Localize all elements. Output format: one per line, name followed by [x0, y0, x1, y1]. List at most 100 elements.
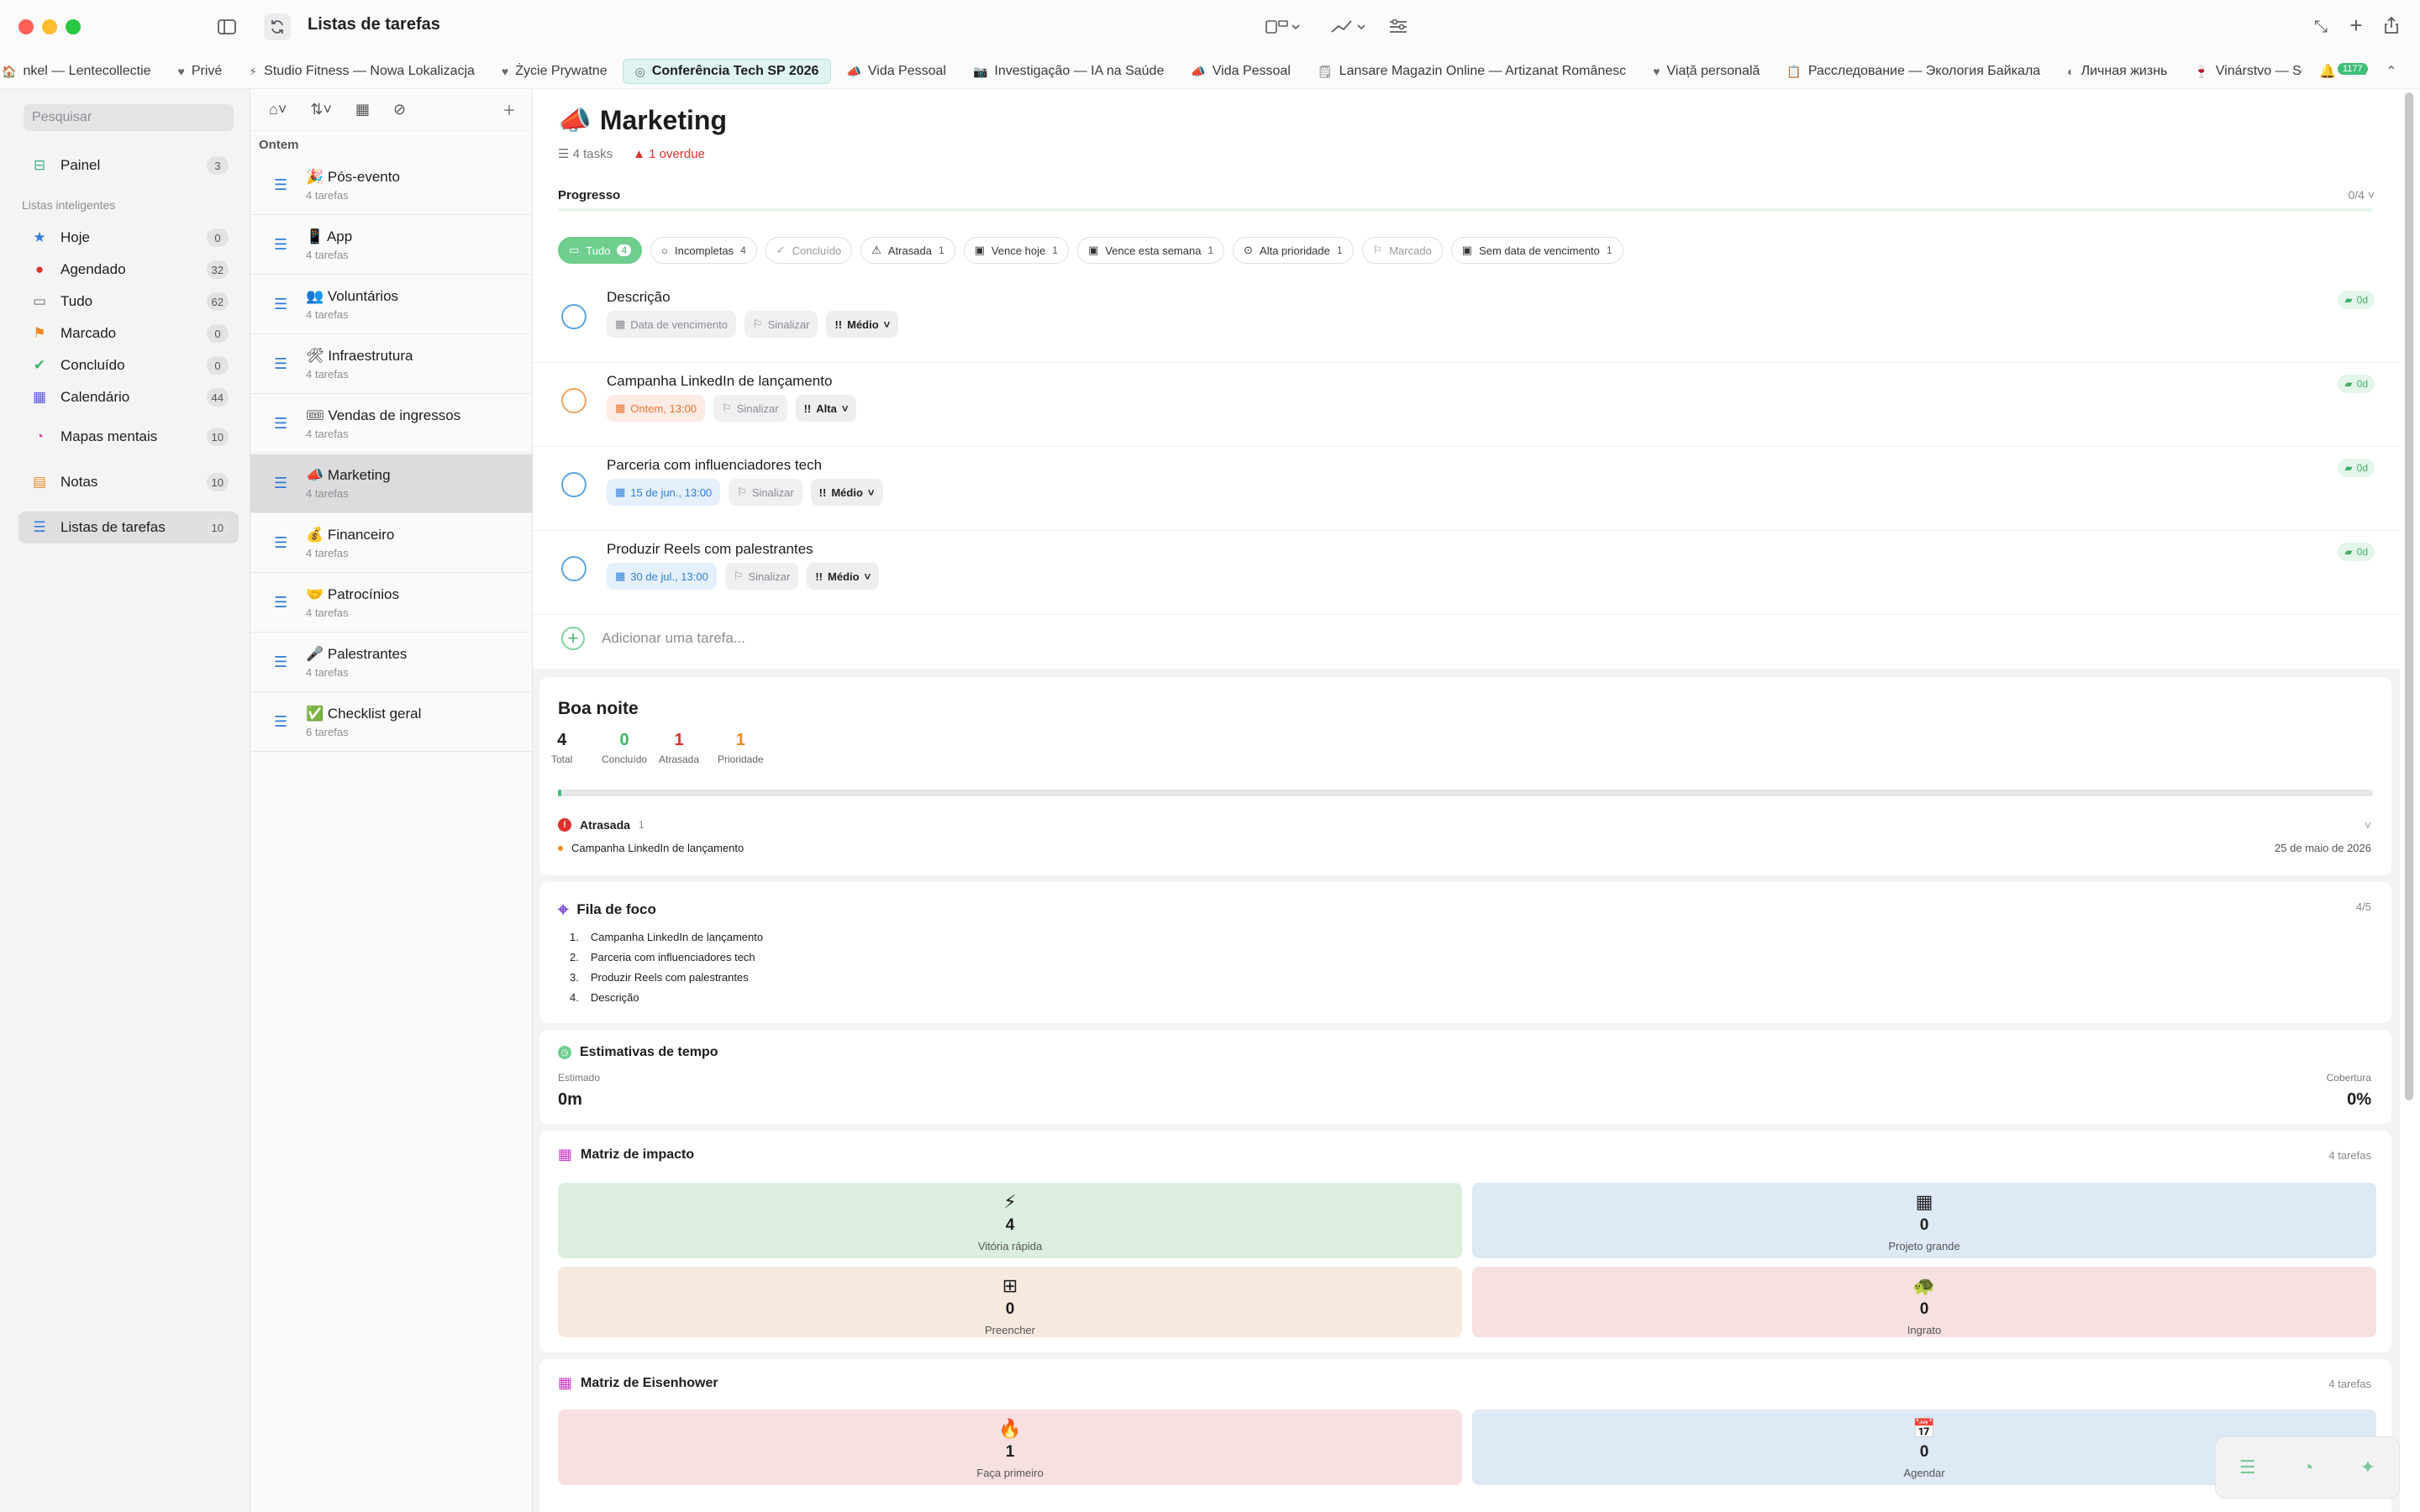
- filter-chip[interactable]: ✓ Concluído: [765, 237, 853, 264]
- tab-1[interactable]: 🏠 nkel — Lentecollectie: [0, 59, 163, 84]
- focus-item[interactable]: 2. Parceria com influenciadores tech: [570, 951, 755, 963]
- sidebar-item-mindmaps[interactable]: ◔ Mapas mentais 10: [18, 421, 239, 453]
- add-list-icon[interactable]: +: [502, 99, 515, 122]
- time-estimate-badge[interactable]: ▰ 0d: [2338, 291, 2375, 309]
- due-date-pill[interactable]: ▦ 15 de jun., 13:00: [607, 479, 721, 506]
- flag-pill[interactable]: ⚐ Sinalizar: [724, 563, 799, 590]
- sidebar-item-smart-2[interactable]: ● Agendado 32: [18, 254, 239, 286]
- flag-pill[interactable]: ⚐ Sinalizar: [729, 479, 802, 506]
- sidebar-item-smart-5[interactable]: ✔ Concluído 0: [18, 349, 239, 381]
- list-item[interactable]: ☰ 👥 Voluntários 4 tarefas: [250, 276, 533, 334]
- filter-chip[interactable]: ▭ Tudo 4: [558, 237, 643, 264]
- list-item[interactable]: ☰ ✅ Checklist geral 6 tarefas: [250, 693, 533, 752]
- focus-item[interactable]: 1. Campanha LinkedIn de lançamento: [570, 931, 763, 943]
- minimize-window-button[interactable]: [42, 19, 57, 34]
- expand-icon[interactable]: ⤡: [2314, 17, 2328, 36]
- chevron-down-icon[interactable]: ˅: [2364, 818, 2371, 832]
- new-item-icon[interactable]: +: [2349, 12, 2363, 38]
- tab-11[interactable]: 📋 Расследование — Экология Байкала: [1775, 59, 2052, 84]
- task-checkbox[interactable]: [561, 556, 587, 581]
- task-checkbox[interactable]: [561, 388, 587, 413]
- group-view-icon[interactable]: ▦: [355, 101, 370, 118]
- tab-9[interactable]: 🗒 Lansare Magazin Online — Artizanat Româ…: [1306, 59, 1638, 84]
- task-checkbox[interactable]: [561, 304, 587, 329]
- filter-chip[interactable]: ○ Incompletas 4: [650, 237, 757, 264]
- list-item[interactable]: ☰ 🎟 Vendas de ingressos 4 tarefas: [250, 395, 533, 454]
- tab-icon: ♥: [177, 65, 185, 78]
- sidebar-item-notes[interactable]: ▤ Notas 10: [18, 466, 239, 498]
- zoom-window-button[interactable]: [66, 19, 81, 34]
- close-window-button[interactable]: [18, 19, 34, 34]
- list-item[interactable]: ☰ 📱 App 4 tarefas: [250, 216, 533, 275]
- overdue-item[interactable]: Campanha LinkedIn de lançamento: [558, 842, 744, 854]
- quadrant-cell[interactable]: ⚡ 4 Vitória rápida: [558, 1183, 1462, 1258]
- list-item[interactable]: ☰ 🛠 Infraestrutura 4 tarefas: [250, 335, 533, 394]
- filter-chip[interactable]: ⚠ Atrasada 1: [860, 237, 955, 264]
- list-item[interactable]: ☰ 💰 Financeiro 4 tarefas: [250, 514, 533, 573]
- list-item[interactable]: ☰ 📣 Marketing 4 tarefas: [250, 454, 533, 513]
- completed-toggle-icon[interactable]: ⊘: [393, 101, 407, 118]
- search-input[interactable]: Pesquisar: [24, 104, 234, 131]
- chart-menu-icon[interactable]: [1328, 15, 1370, 39]
- sidebar-item-smart-3[interactable]: ▭ Tudo 62: [18, 286, 239, 318]
- quadrant-cell[interactable]: 🐢 0 Ingrato: [1472, 1267, 2376, 1337]
- magic-wand-icon[interactable]: ✦: [2360, 1457, 2376, 1478]
- filter-chip[interactable]: ⚐ Marcado: [1361, 237, 1443, 264]
- priority-pill[interactable]: !! Médio ˅: [810, 479, 883, 506]
- list-item[interactable]: ☰ 🎉 Pós-evento 4 tarefas: [250, 156, 533, 215]
- focus-item[interactable]: 3. Produzir Reels com palestrantes: [570, 971, 749, 984]
- filter-chip[interactable]: ▣ Vence esta semana 1: [1076, 237, 1225, 264]
- share-icon[interactable]: [2380, 13, 2403, 37]
- bell-icon[interactable]: 🔔 1177: [2319, 63, 2368, 80]
- sort-menu-icon[interactable]: ⇅˅: [310, 101, 332, 118]
- task-view-icon[interactable]: ☰: [2238, 1457, 2256, 1478]
- priority-pill[interactable]: !! Alta ˅: [795, 395, 857, 422]
- tab-12[interactable]: ◐ Личная жизнь: [2055, 59, 2179, 84]
- filter-chip[interactable]: ⊙ Alta prioridade 1: [1233, 237, 1354, 264]
- tab-10[interactable]: ♥ Viață personală: [1641, 59, 1771, 84]
- task-checkbox[interactable]: [561, 472, 587, 497]
- main-scrollbar[interactable]: [2405, 92, 2413, 1100]
- time-estimate-badge[interactable]: ▰ 0d: [2338, 375, 2375, 393]
- tab-4[interactable]: ♥ Życie Prywatne: [490, 59, 619, 84]
- list-item[interactable]: ☰ 🤝 Patrocínios 4 tarefas: [250, 574, 533, 633]
- time-estimate-badge[interactable]: ▰ 0d: [2338, 543, 2375, 561]
- due-date-pill[interactable]: ▦ Data de vencimento: [607, 311, 736, 338]
- sidebar-item-tasklists[interactable]: ☰ Listas de tarefas 10: [18, 512, 239, 543]
- time-estimate-badge[interactable]: ▰ 0d: [2338, 459, 2375, 477]
- quadrant-cell[interactable]: ▦ 0 Projeto grande: [1472, 1183, 2376, 1258]
- filter-menu-icon[interactable]: ⌂˅: [269, 101, 287, 118]
- sidebar-item-smart-1[interactable]: ★ Hoje 0: [18, 222, 239, 254]
- tab-6[interactable]: 📣 Vida Pessoal: [834, 59, 958, 84]
- flag-pill[interactable]: ⚐ Sinalizar: [713, 395, 787, 422]
- tab-7[interactable]: 📷 Investigação — IA na Saúde: [961, 59, 1176, 84]
- sync-icon[interactable]: [264, 13, 291, 40]
- progress-count[interactable]: 0/4 ˅: [2348, 188, 2375, 202]
- tab-3[interactable]: ⚡ Studio Fitness — Nowa Lokalizacja: [237, 59, 487, 84]
- filter-settings-icon[interactable]: [1386, 15, 1410, 39]
- coverage-label: Cobertura: [2326, 1072, 2371, 1084]
- quadrant-cell[interactable]: 🔥 1 Faça primeiro: [558, 1410, 1462, 1485]
- sidebar-item-smart-4[interactable]: ⚑ Marcado 0: [18, 318, 239, 349]
- priority-pill[interactable]: !! Médio ˅: [807, 563, 880, 590]
- filter-chip[interactable]: ▣ Vence hoje 1: [963, 237, 1069, 264]
- due-date-pill[interactable]: ▦ Ontem, 13:00: [607, 395, 706, 422]
- quadrant-cell[interactable]: ⊞ 0 Preencher: [558, 1267, 1462, 1337]
- list-item[interactable]: ☰ 🎤 Palestrantes 4 tarefas: [250, 633, 533, 692]
- chevron-up-icon[interactable]: ⌃: [2386, 65, 2397, 79]
- focus-item[interactable]: 4. Descrição: [570, 991, 639, 1004]
- sidebar-item-painel[interactable]: ⊟ Painel 3: [18, 150, 239, 181]
- add-task-row[interactable]: + Adicionar uma tarefa...: [561, 627, 745, 650]
- priority-pill[interactable]: !! Médio ˅: [826, 311, 899, 338]
- tab-2[interactable]: ♥ Privé: [166, 59, 234, 84]
- sidebar-item-smart-6[interactable]: ▦ Calendário 44: [18, 381, 239, 413]
- tab-8[interactable]: 📣 Vida Pessoal: [1179, 59, 1302, 84]
- filter-chip[interactable]: ▣ Sem data de vencimento 1: [1450, 237, 1623, 264]
- sidebar-toggle-icon[interactable]: [215, 15, 239, 39]
- flag-pill[interactable]: ⚐ Sinalizar: [744, 311, 818, 338]
- overdue-section-header[interactable]: ! Atrasada 1: [558, 818, 644, 832]
- layout-menu-icon[interactable]: [1262, 15, 1304, 39]
- tab-5[interactable]: ◎ Conferência Tech SP 2026: [622, 59, 832, 84]
- mindmap-icon[interactable]: ◔: [2302, 1457, 2314, 1478]
- due-date-pill[interactable]: ▦ 30 de jul., 13:00: [607, 563, 717, 590]
